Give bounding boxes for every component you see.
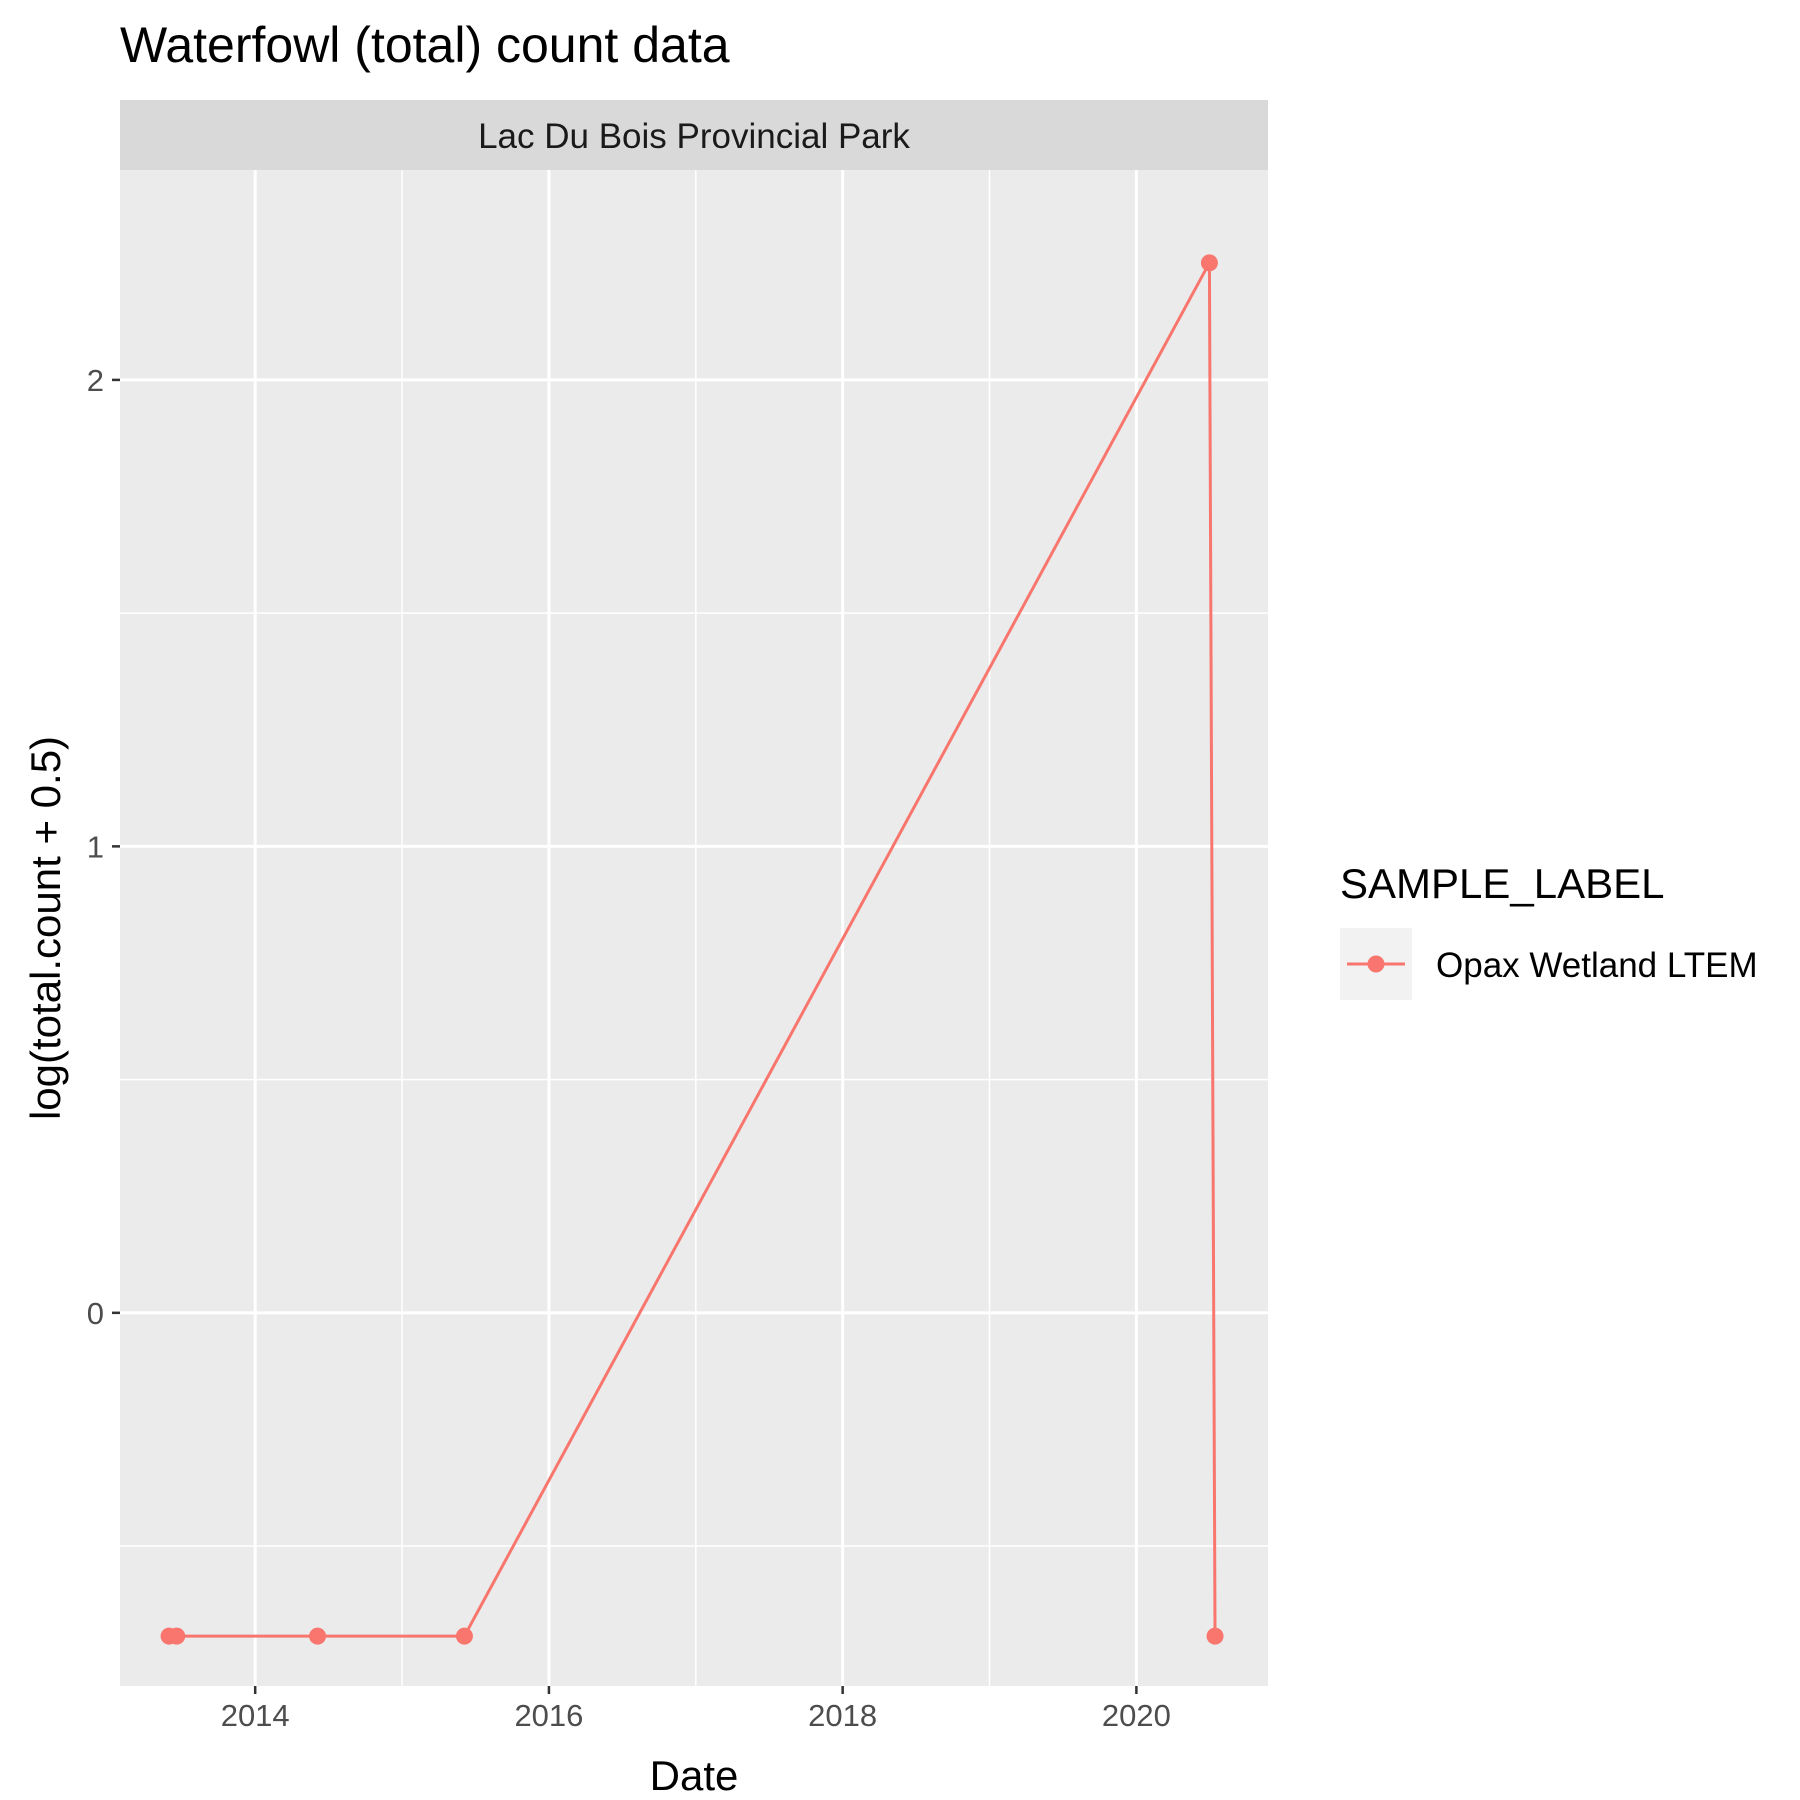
data-point [1200, 254, 1218, 272]
legend: SAMPLE_LABEL Opax Wetland LTEM [1340, 860, 1758, 1000]
data-point [309, 1627, 327, 1645]
data-point [1206, 1627, 1224, 1645]
facet-strip [120, 100, 1268, 170]
plot-panel [120, 170, 1268, 1686]
y-axis-title: log(total.count + 0.5) [22, 736, 69, 1120]
data-point [168, 1627, 186, 1645]
y-tick-label: 0 [87, 1296, 104, 1331]
legend-key-point [1367, 955, 1385, 973]
series-layer [160, 254, 1224, 1645]
chart-title: Waterfowl (total) count data [120, 17, 730, 73]
x-tick-label: 2020 [1102, 1698, 1171, 1733]
x-tick-label: 2018 [808, 1698, 877, 1733]
facet-label: Lac Du Bois Provincial Park [478, 117, 910, 156]
x-axis-title: Date [650, 1752, 739, 1799]
legend-item-label: Opax Wetland LTEM [1436, 946, 1758, 985]
x-tick-label: 2014 [221, 1698, 290, 1733]
data-point [455, 1627, 473, 1645]
x-tick-label: 2016 [514, 1698, 583, 1733]
axes: 2014 2016 2018 2020 0 1 2 [87, 363, 1171, 1733]
legend-title: SAMPLE_LABEL [1340, 860, 1665, 907]
y-tick-label: 2 [87, 363, 104, 398]
grid-lines [120, 170, 1268, 1686]
y-tick-label: 1 [87, 829, 104, 864]
